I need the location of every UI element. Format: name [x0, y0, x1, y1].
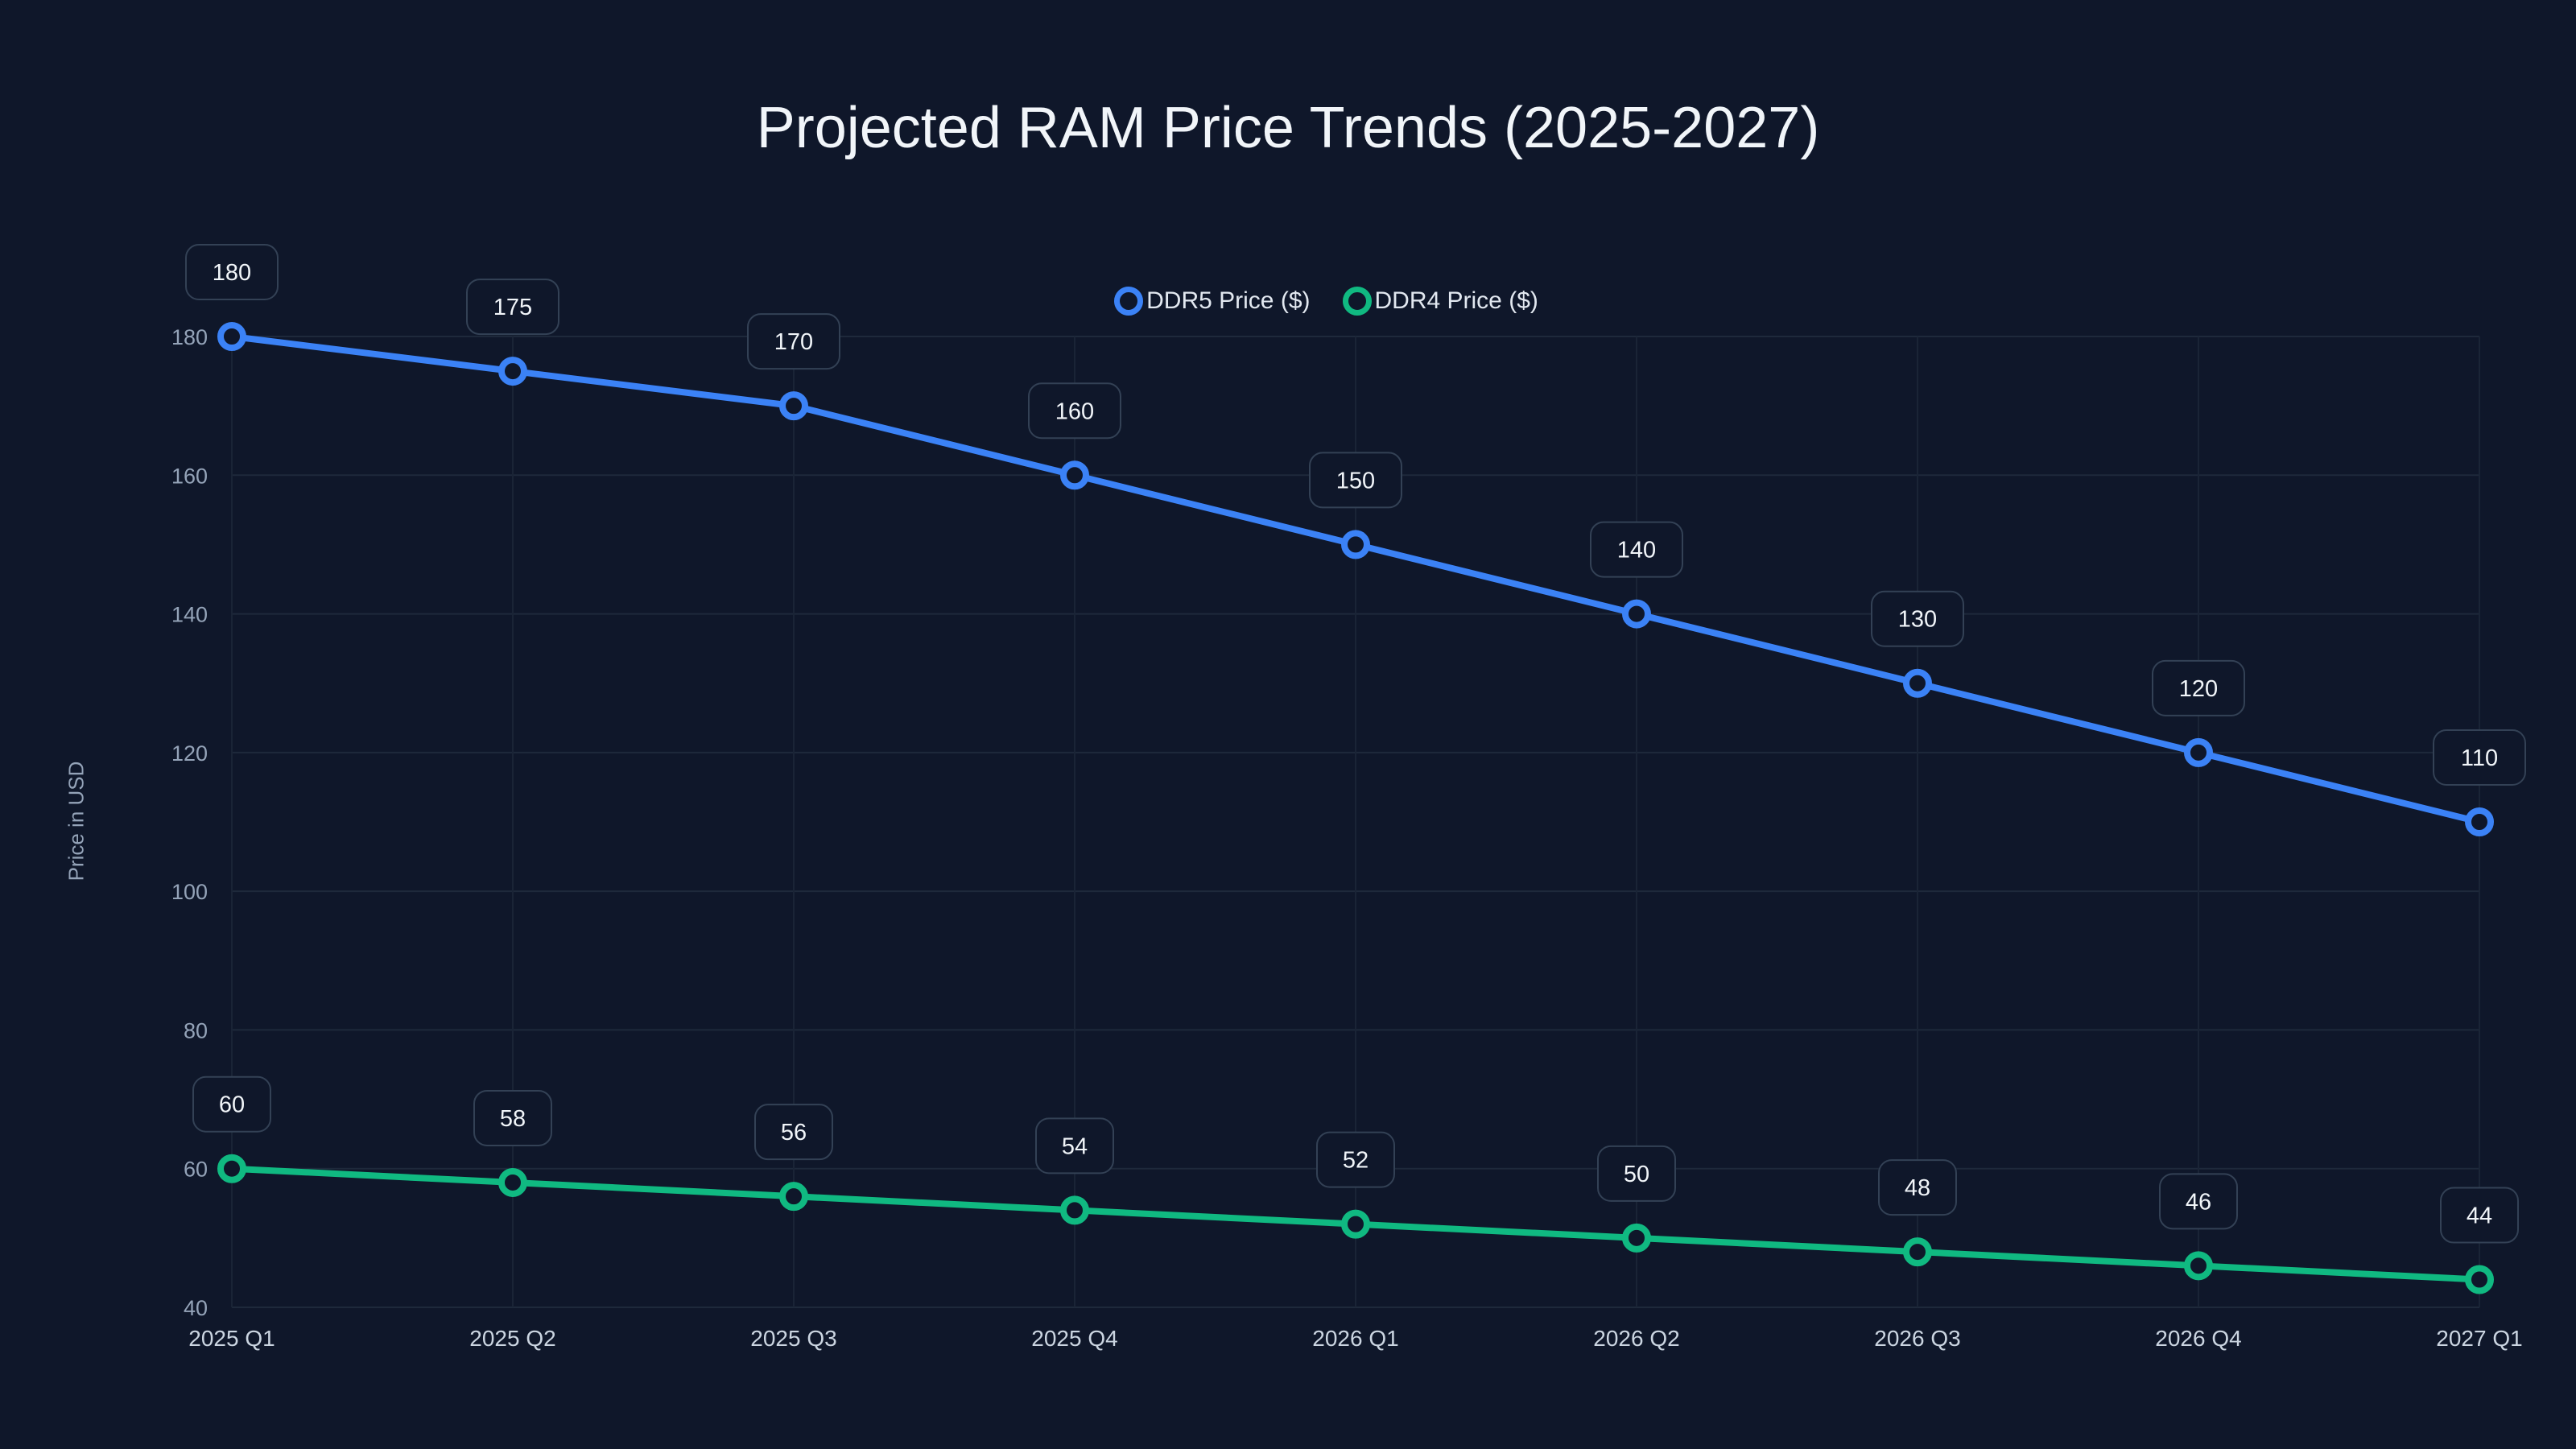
x-tick-label: 2026 Q4: [2155, 1326, 2241, 1351]
data-point: [1622, 599, 1651, 629]
data-label-box: [1871, 590, 1964, 647]
y-tick-label: 100: [171, 880, 208, 904]
data-label-box: [2159, 1173, 2238, 1230]
data-label-box: [1878, 1159, 1957, 1216]
legend-label-ddr4: DDR4 Price ($): [1374, 287, 1538, 314]
legend-item-ddr4[interactable]: DDR4 Price ($): [1342, 287, 1538, 316]
data-label: 44: [2467, 1203, 2492, 1229]
data-point: [217, 322, 246, 351]
data-label-box: [1309, 452, 1402, 509]
legend-label-ddr5: DDR5 Price ($): [1146, 287, 1311, 314]
y-tick-label: 60: [184, 1158, 208, 1182]
x-tick-label: 2025 Q1: [188, 1326, 275, 1351]
data-label: 150: [1336, 468, 1375, 493]
data-label-box: [1590, 521, 1683, 578]
data-label-box: [2440, 1187, 2519, 1244]
data-label-box: [1597, 1145, 1676, 1202]
data-point: [2465, 1265, 2494, 1294]
y-tick-label: 140: [171, 603, 208, 627]
data-point: [1903, 668, 1932, 698]
data-label: 50: [1624, 1162, 1649, 1187]
y-tick-label: 180: [171, 325, 208, 349]
y-tick-label: 160: [171, 464, 208, 488]
data-point: [779, 391, 808, 421]
data-point: [1341, 530, 1370, 559]
data-point: [2184, 1251, 2213, 1281]
x-tick-label: 2025 Q3: [750, 1326, 836, 1351]
data-point: [2184, 737, 2213, 767]
data-label: 160: [1055, 398, 1094, 424]
data-label: 170: [774, 329, 813, 355]
x-tick-label: 2026 Q2: [1593, 1326, 1679, 1351]
data-point: [217, 1154, 246, 1183]
data-label-box: [2152, 659, 2245, 716]
data-label: 60: [219, 1092, 245, 1118]
data-label-box: [747, 313, 840, 370]
data-point: [1060, 460, 1089, 490]
data-label: 48: [1905, 1175, 1930, 1201]
chart-title: Projected RAM Price Trends (2025-2027): [756, 96, 1820, 160]
data-label-box: [473, 1089, 552, 1146]
data-label-box: [192, 1075, 271, 1133]
data-label: 56: [781, 1120, 807, 1146]
data-point: [779, 1182, 808, 1212]
data-label: 46: [2186, 1189, 2211, 1215]
data-label: 110: [2461, 745, 2498, 771]
data-label-box: [1028, 382, 1121, 440]
data-label: 52: [1343, 1148, 1368, 1174]
data-label-box: [466, 279, 559, 336]
y-tick-label: 80: [184, 1018, 208, 1042]
y-tick-label: 120: [171, 741, 208, 766]
data-label: 58: [500, 1106, 526, 1132]
legend-marker-ddr4: [1342, 287, 1372, 316]
y-tick-label: 40: [184, 1296, 208, 1320]
data-label: 140: [1617, 538, 1656, 564]
data-label-box: [2433, 729, 2526, 786]
data-label: 180: [213, 260, 251, 286]
data-point: [2465, 807, 2494, 836]
x-tick-label: 2026 Q3: [1874, 1326, 1960, 1351]
x-tick-label: 2027 Q1: [2436, 1326, 2522, 1351]
legend: DDR5 Price ($) DDR4 Price ($): [0, 287, 2576, 316]
legend-marker-ddr5: [1114, 287, 1144, 316]
data-point: [1622, 1223, 1651, 1253]
data-point: [1341, 1209, 1370, 1239]
data-label: 120: [2179, 676, 2218, 702]
data-label-box: [185, 244, 279, 300]
data-label: 175: [493, 295, 532, 320]
data-point: [1060, 1195, 1089, 1225]
data-label-box: [1035, 1117, 1114, 1174]
x-tick-label: 2026 Q1: [1312, 1326, 1398, 1351]
data-point: [1903, 1237, 1932, 1267]
x-tick-label: 2025 Q4: [1031, 1326, 1117, 1351]
data-label-box: [1316, 1131, 1395, 1188]
x-tick-label: 2025 Q2: [469, 1326, 555, 1351]
data-label-box: [754, 1104, 833, 1161]
legend-item-ddr5[interactable]: DDR5 Price ($): [1114, 287, 1311, 316]
data-label: 54: [1062, 1133, 1088, 1159]
data-point: [498, 357, 527, 386]
data-point: [498, 1167, 527, 1197]
data-label: 130: [1898, 607, 1937, 633]
